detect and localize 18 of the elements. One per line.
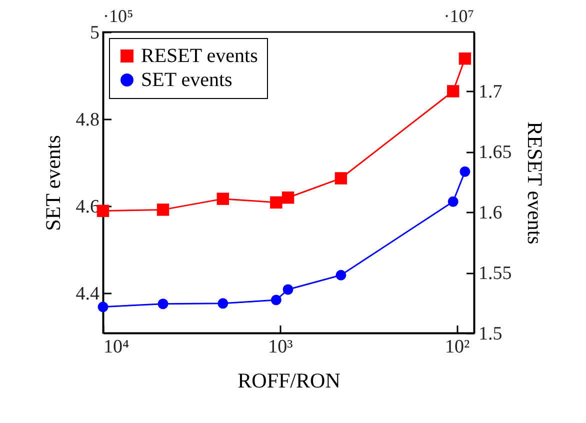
x-tick-label: 10⁴ xyxy=(104,336,130,358)
x-tick-label: 10² xyxy=(445,336,470,358)
text: ·10⁷ xyxy=(444,6,474,26)
y2-tick-label: 1.65 xyxy=(478,142,512,164)
y-tick-label: 4.8 xyxy=(76,109,100,130)
legend-label: RESET events xyxy=(141,45,258,67)
x-axis-title: ROFF/RON xyxy=(238,368,340,392)
text: ·10⁵ xyxy=(103,6,134,26)
y2-tick-label: 1.55 xyxy=(478,263,512,284)
y2-tick-label: 1.6 xyxy=(478,202,502,224)
y2-tick-label: 1.7 xyxy=(478,82,502,103)
y-tick-label: 4.4 xyxy=(76,283,100,304)
x-tick-label: 10³ xyxy=(268,336,294,358)
y-tick-label: 5 xyxy=(90,22,100,44)
y-axis-title: SET events xyxy=(40,135,65,231)
legend-label: SET events xyxy=(141,69,233,91)
y2-tick-label: 1.5 xyxy=(478,324,502,344)
y2-axis-title: RESET events xyxy=(522,122,547,244)
